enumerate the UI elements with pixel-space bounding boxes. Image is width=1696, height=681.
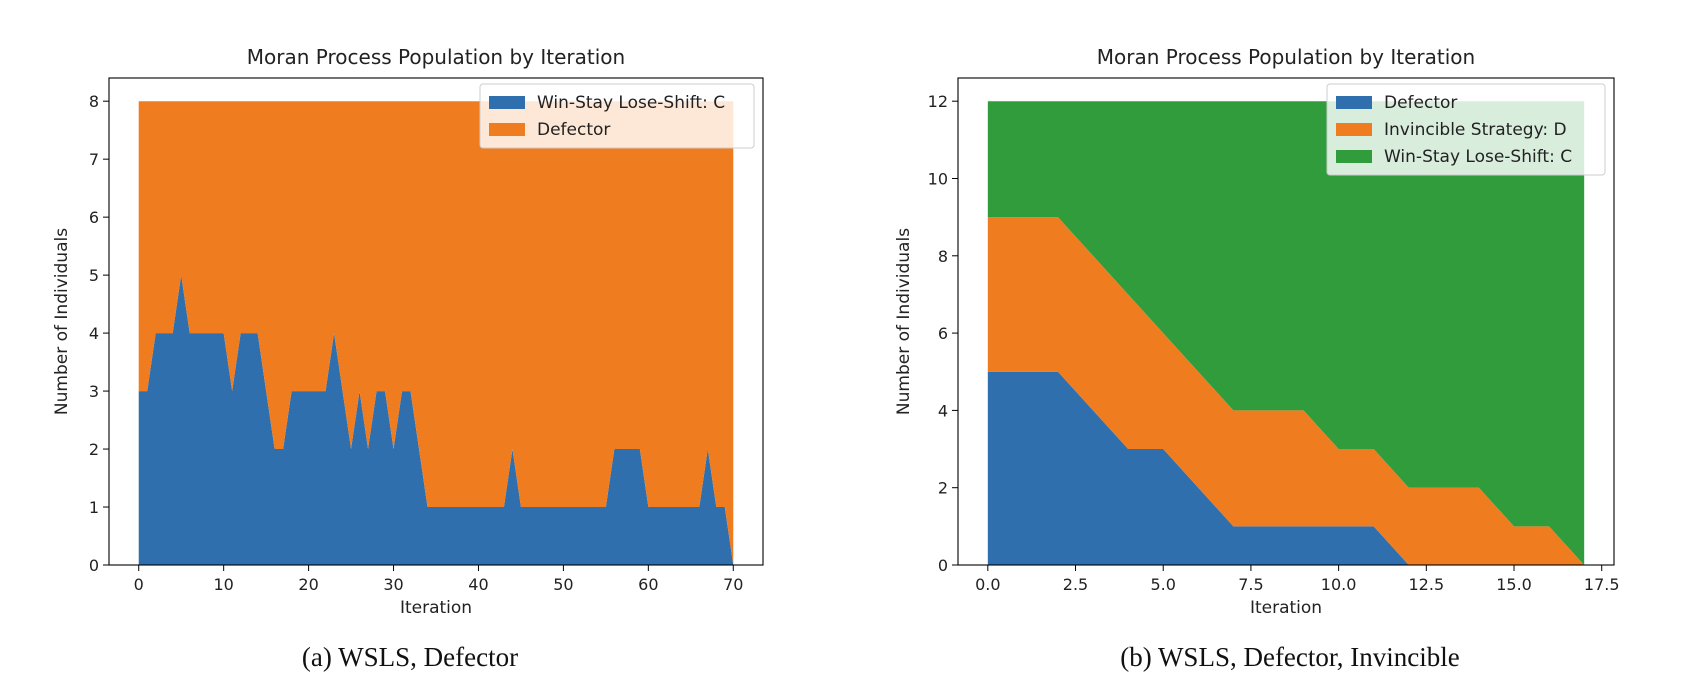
y-tick-label: 6: [89, 208, 99, 227]
legend-label: Defector: [1384, 93, 1457, 113]
y-axis-label: Number of Individuals: [894, 228, 914, 415]
area-1: [138, 275, 734, 565]
x-tick-label: 15.0: [1496, 575, 1532, 594]
legend-swatch: [489, 96, 525, 109]
y-tick-label: 8: [89, 92, 99, 111]
x-tick-label: 70: [723, 575, 743, 594]
x-tick-label: 12.5: [1409, 575, 1445, 594]
area-1: [987, 371, 1585, 565]
legend-box: [479, 83, 755, 149]
y-tick-label: 12: [928, 92, 948, 111]
chart-title: Moran Process Population by Iteration: [247, 45, 625, 69]
y-tick-label: 6: [938, 324, 948, 343]
x-axis-label: Iteration: [400, 598, 472, 618]
y-tick-label: 0: [938, 556, 948, 575]
x-tick-label: 60: [638, 575, 658, 594]
x-tick-label: 2.5: [1063, 575, 1088, 594]
x-tick-label: 0: [134, 575, 144, 594]
axes-frame: [957, 77, 1615, 566]
y-tick-label: 4: [89, 324, 99, 343]
caption-a: (a) WSLS, Defector: [301, 642, 519, 672]
y-tick-label: 2: [938, 479, 948, 498]
legend-swatch: [1336, 150, 1372, 163]
x-tick-label: 0.0: [975, 575, 1000, 594]
area-2: [138, 101, 734, 565]
axes-frame: [108, 77, 764, 566]
area-3: [987, 101, 1585, 565]
x-tick-label: 40: [468, 575, 488, 594]
x-axis-label: Iteration: [1250, 598, 1322, 618]
legend-label: Win-Stay Lose-Shift: C: [537, 93, 725, 113]
caption-b: (b) WSLS, Defector, Invincible: [1120, 642, 1460, 672]
x-tick-label: 5.0: [1150, 575, 1175, 594]
area-2: [987, 217, 1585, 565]
y-axis-label: Number of Individuals: [52, 228, 72, 415]
x-tick-label: 10: [213, 575, 233, 594]
x-tick-label: 10.0: [1321, 575, 1357, 594]
y-tick-label: 8: [938, 247, 948, 266]
chart-a: 0 10 20 30 40 50 60 70 0 1 2 3 4 5 6 7 8 Moran Process Po…: [52, 45, 764, 618]
y-tick-label: 5: [89, 266, 99, 285]
legend: Win-Stay Lose-Shift: C Defector: [479, 83, 755, 149]
y-tick-label: 10: [928, 169, 948, 188]
x-tick-label: 50: [553, 575, 573, 594]
y-tick-label: 0: [89, 556, 99, 575]
legend-box: [1326, 83, 1606, 176]
x-tick-label: 30: [383, 575, 403, 594]
legend-swatch: [489, 123, 525, 136]
legend-label: Win-Stay Lose-Shift: C: [1384, 147, 1572, 167]
legend-label: Invincible Strategy: D: [1384, 120, 1567, 140]
legend: Defector Invincible Strategy: D Win-Stay L…: [1326, 83, 1606, 176]
y-tick-label: 1: [89, 498, 99, 517]
x-tick-label: 20: [298, 575, 318, 594]
chart-b: 0.0 2.5 5.0 7.5 10.0 12.5 15.0 17.5 0 2 4 6 8 10 12 Mor…: [894, 45, 1620, 618]
x-tick-label: 7.5: [1238, 575, 1263, 594]
chart-title: Moran Process Population by Iteration: [1097, 45, 1475, 69]
legend-swatch: [1336, 96, 1372, 109]
x-tick-label: 17.5: [1584, 575, 1620, 594]
legend-swatch: [1336, 123, 1372, 136]
y-tick-label: 3: [89, 382, 99, 401]
y-tick-label: 7: [89, 150, 99, 169]
legend-label: Defector: [537, 120, 610, 140]
y-tick-label: 2: [89, 440, 99, 459]
y-tick-label: 4: [938, 401, 948, 420]
